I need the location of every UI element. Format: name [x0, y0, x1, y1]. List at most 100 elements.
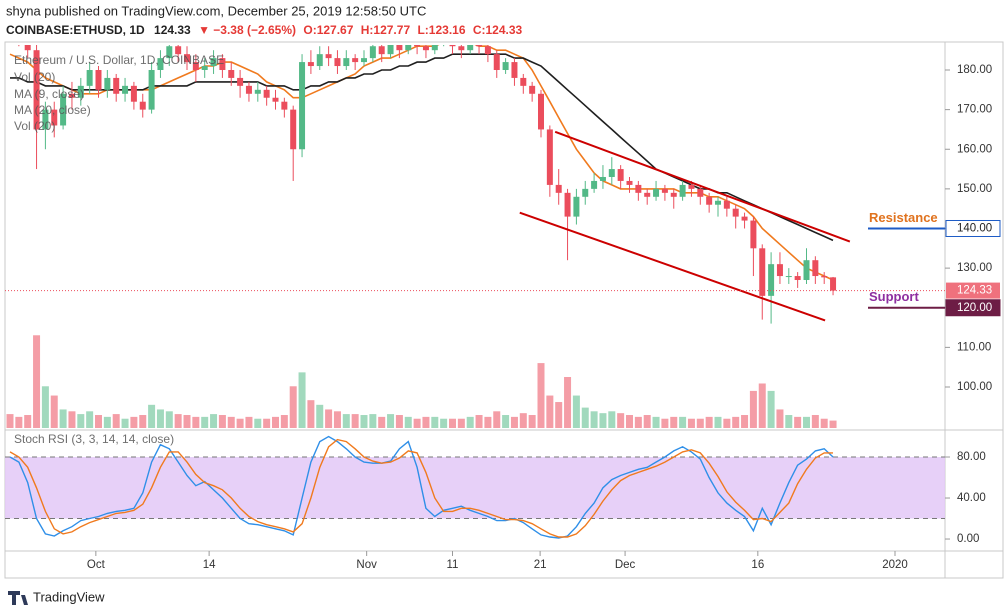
- volume-bar: [652, 416, 660, 428]
- y-tick-label: 150.00: [957, 183, 992, 195]
- y-tick-label: 180.00: [957, 64, 992, 76]
- volume-bar: [263, 418, 271, 428]
- candle-body: [86, 70, 93, 86]
- candle-body: [723, 200, 730, 209]
- volume-bar: [679, 416, 687, 428]
- candle-body: [307, 62, 314, 67]
- volume-bar: [687, 418, 695, 428]
- volume-bar: [608, 411, 616, 428]
- legend-volume: Vol (20): [14, 70, 55, 84]
- volume-bar: [325, 409, 333, 428]
- volume-bar: [449, 418, 456, 428]
- volume-bar: [705, 416, 713, 428]
- volume-bar: [369, 414, 377, 428]
- volume-bar: [758, 383, 766, 428]
- x-tick-label: 11: [447, 559, 459, 571]
- candle-body: [24, 45, 31, 51]
- volume-bar: [218, 415, 226, 428]
- candle-body: [803, 260, 810, 281]
- candle-body: [422, 46, 429, 51]
- candle-body: [299, 62, 306, 150]
- candle-body: [60, 93, 67, 126]
- rsi-line: [9, 438, 833, 538]
- volume-bar: [6, 414, 14, 428]
- volume-bar: [785, 415, 793, 428]
- volume-bar: [723, 418, 731, 428]
- candle-body: [166, 46, 173, 59]
- candle-body: [715, 200, 721, 205]
- last-price-label: 124.33: [957, 285, 992, 297]
- chart-frame: [4, 41, 1004, 579]
- x-tick-label: 21: [534, 559, 547, 571]
- price: 124.33: [154, 23, 191, 37]
- volume-bar: [626, 415, 633, 428]
- candle-body: [104, 77, 111, 90]
- ma-line: [10, 53, 834, 242]
- volume-bar: [68, 411, 76, 428]
- ma-line: [9, 45, 834, 281]
- candle-body: [290, 109, 297, 150]
- candle-body: [33, 50, 40, 130]
- candle-body: [210, 58, 217, 67]
- volume-bar: [103, 416, 111, 428]
- volume-bar: [351, 414, 359, 428]
- level-badge: [945, 299, 1001, 317]
- level-label: 120.00: [957, 302, 992, 314]
- symbol-line: COINBASE:ETHUSD, 1D 124.33 ▼ −3.38 (−2.6…: [6, 23, 523, 37]
- candle-body: [591, 180, 598, 189]
- rsi-pane: [5, 435, 945, 539]
- volume-bar: [227, 416, 235, 428]
- volume-bar: [555, 402, 563, 428]
- candle-body: [493, 54, 500, 71]
- candle-body: [387, 45, 394, 55]
- candle-body: [617, 169, 624, 181]
- volume-bar: [210, 414, 218, 428]
- volume-bar: [289, 386, 297, 428]
- volume-bar: [422, 416, 430, 428]
- candle-body: [635, 184, 642, 193]
- volume-bar: [732, 416, 740, 428]
- candle-body: [759, 248, 766, 296]
- rsi-band: [5, 457, 945, 519]
- level-name: Resistance: [869, 210, 938, 225]
- candle-body: [245, 85, 252, 94]
- volume-bar: [307, 400, 315, 428]
- trend-line: [519, 211, 826, 322]
- y-tick-label: 130.00: [957, 262, 992, 274]
- volume-bar: [670, 416, 678, 428]
- candle-body: [599, 176, 606, 181]
- volume-bar: [493, 411, 501, 428]
- legend-title: Ethereum / U.S. Dollar, 1D, COINBASE: [14, 53, 224, 67]
- volume-bar: [360, 415, 368, 428]
- level-label: 140.00: [957, 223, 992, 235]
- candle-body: [237, 77, 244, 86]
- x-tick-label: 2020: [882, 559, 908, 571]
- candle-body: [794, 276, 801, 281]
- candle-body: [812, 260, 819, 277]
- candle-body: [254, 89, 261, 94]
- candle-body: [732, 208, 739, 217]
- candle-body: [520, 77, 527, 86]
- volume-bar: [572, 395, 580, 428]
- volume-bar: [820, 418, 828, 428]
- volume-bar: [440, 418, 448, 428]
- volume-bar: [537, 363, 545, 428]
- trend-line: [554, 130, 851, 243]
- candle-body: [546, 129, 553, 185]
- volume-bar: [546, 395, 554, 428]
- volume-bar: [564, 377, 572, 428]
- volume-bar: [130, 416, 138, 428]
- candle-body: [679, 184, 686, 197]
- rsi-title: Stoch RSI (3, 3, 14, 14, close): [14, 432, 174, 446]
- candle-body: [272, 97, 279, 102]
- volume-bar: [484, 416, 492, 428]
- volume-bar: [298, 372, 306, 428]
- volume-bar: [280, 415, 288, 428]
- candle-body: [369, 46, 376, 59]
- y-tick-label: 170.00: [957, 104, 992, 116]
- x-tick-label: Dec: [615, 559, 636, 571]
- level-badge: [945, 219, 1001, 237]
- open: O:127.67: [303, 23, 353, 37]
- change: ▼ −3.38 (−2.65%): [198, 23, 296, 37]
